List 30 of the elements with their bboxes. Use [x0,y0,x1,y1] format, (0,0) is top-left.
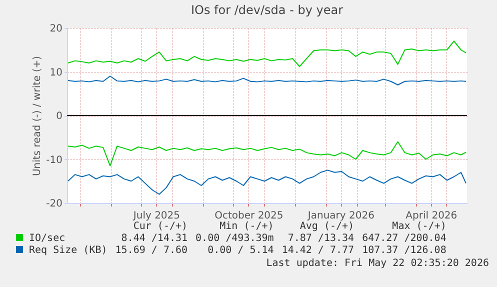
legend-label: Req Size (KB) [28,245,108,257]
text: Cur (-/+) [132,221,189,233]
text: 0.00 / 5.14 [206,245,275,257]
chart-title: IOs for /dev/sda - by year [190,3,344,17]
text: Last update: Fri May 22 02:35:20 2026 [266,258,489,269]
x-tick-label: January 2026 [306,210,374,222]
x-tick-label: July 2025 [132,210,180,222]
text: 647.27 /200.04 [361,233,448,245]
text: Max (-/+) [391,221,448,233]
y-tick-label: 0 [56,111,62,122]
line-series [68,76,466,86]
line-series [68,170,466,195]
text: Avg (-/+) [298,221,356,233]
y-tick-label: -10 [46,154,62,166]
text: 15.69 / 7.60 [114,245,189,257]
x-tick-label: April 2026 [406,210,458,222]
legend-label: IO/sec [28,233,66,245]
text: 0.00 /493.39m [194,233,275,245]
text: 8.44 /14.31 [120,233,189,245]
text: 107.37 /126.08 [361,245,448,257]
text: Min (-/+) [218,221,275,233]
line-series [68,40,466,67]
line-series [68,141,466,166]
text: 7.87 /13.34 [286,233,356,245]
y-tick-label: -20 [46,198,62,210]
text: 14.42 / 7.77 [280,245,356,257]
y-tick-label: 20 [50,24,62,34]
y-axis-title: Units read (-) / write (+) [32,56,44,176]
y-tick-label: 10 [50,67,62,78]
x-tick-label: October 2025 [214,210,284,222]
